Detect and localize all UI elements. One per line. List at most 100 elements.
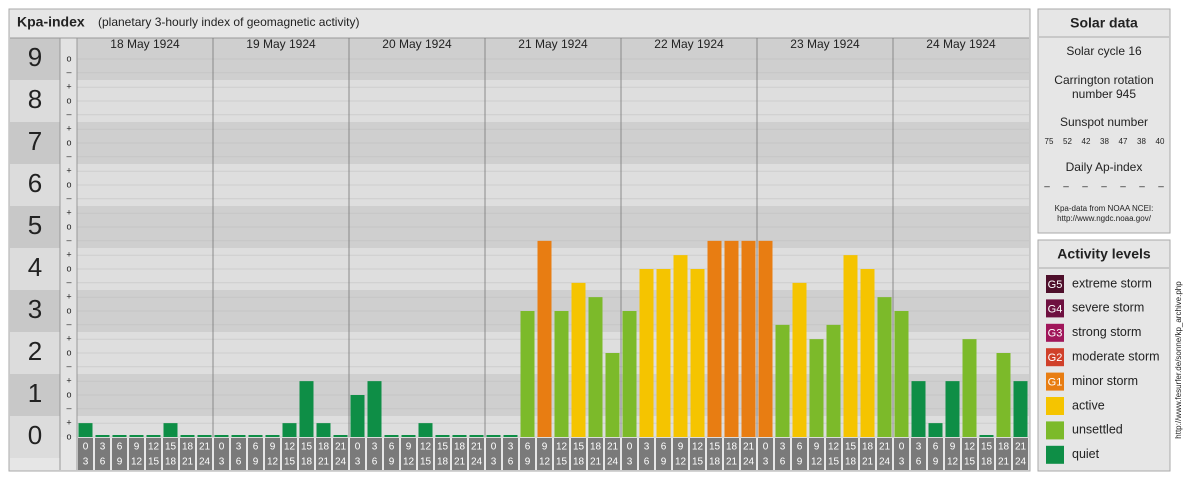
y-tick-label: 9 xyxy=(28,42,42,72)
hour-label: 18 xyxy=(318,442,330,453)
hour-box xyxy=(996,438,1011,470)
hour-label: 3 xyxy=(644,442,650,453)
hour-label: 15 xyxy=(437,442,449,453)
legend-swatch xyxy=(1046,397,1064,415)
legend-swatch xyxy=(1046,275,1064,293)
hour-label: 21 xyxy=(607,442,619,453)
minor-tick-label: o xyxy=(66,431,71,441)
minor-tick-label: – xyxy=(66,67,71,77)
bar xyxy=(384,435,399,437)
hour-label: 9 xyxy=(389,457,395,468)
hour-box xyxy=(95,438,110,470)
carrington: Carrington rotation xyxy=(1054,73,1153,87)
hour-label: 9 xyxy=(406,442,412,453)
hour-label: 15 xyxy=(301,442,313,453)
hour-box xyxy=(826,438,841,470)
minor-tick-label: + xyxy=(66,418,71,428)
hour-label: 6 xyxy=(644,457,650,468)
hour-label: 9 xyxy=(270,442,276,453)
bar xyxy=(690,269,705,437)
hour-label: 9 xyxy=(253,457,259,468)
y-tick-label: 7 xyxy=(28,126,42,156)
hour-label: 6 xyxy=(916,457,922,468)
hour-box xyxy=(945,438,960,470)
hour-box xyxy=(146,438,161,470)
hour-label: 9 xyxy=(542,442,548,453)
hour-box xyxy=(775,438,790,470)
hour-box xyxy=(197,438,212,470)
hour-box xyxy=(639,438,654,470)
hour-label: 0 xyxy=(899,442,905,453)
ap-value: – xyxy=(1063,182,1069,193)
hour-box xyxy=(843,438,858,470)
bar xyxy=(503,435,518,437)
minor-tick-label: + xyxy=(66,208,71,218)
legend-badge: G5 xyxy=(1048,279,1063,291)
minor-band xyxy=(60,164,77,206)
legend-swatch xyxy=(1046,421,1064,440)
label-band xyxy=(10,206,60,248)
hour-box xyxy=(180,438,195,470)
bar xyxy=(95,435,110,437)
minor-tick-label: o xyxy=(66,179,71,189)
label-band xyxy=(10,290,60,332)
bar xyxy=(299,381,314,437)
label-band xyxy=(10,374,60,416)
bar xyxy=(758,240,773,437)
hour-label: 24 xyxy=(743,457,755,468)
bar xyxy=(792,282,807,437)
bar xyxy=(928,423,943,437)
hour-label: 21 xyxy=(335,442,347,453)
bar xyxy=(537,240,552,437)
minor-tick-label: – xyxy=(66,403,71,413)
hour-box xyxy=(928,438,943,470)
bar xyxy=(605,353,620,437)
hour-label: 21 xyxy=(862,457,874,468)
minor-band xyxy=(60,374,77,416)
sunspot-value: 75 xyxy=(1045,137,1054,146)
bar xyxy=(401,435,416,437)
hour-label: 0 xyxy=(763,442,769,453)
hour-label: 12 xyxy=(947,457,959,468)
minor-tick-label: o xyxy=(66,263,71,273)
bar xyxy=(197,435,212,437)
day-label: 23 May 1924 xyxy=(790,37,860,51)
hour-box xyxy=(214,438,229,470)
hour-label: 18 xyxy=(301,457,313,468)
hour-box xyxy=(1013,438,1028,470)
minor-tick-label: o xyxy=(66,305,71,315)
hour-label: 3 xyxy=(627,457,633,468)
bar xyxy=(248,435,263,437)
bar xyxy=(724,240,739,437)
hour-box xyxy=(962,438,977,470)
bar xyxy=(146,435,161,437)
hour-box xyxy=(792,438,807,470)
hour-label: 18 xyxy=(981,457,993,468)
minor-tick-label: – xyxy=(66,319,71,329)
ap-value: – xyxy=(1139,182,1145,193)
hour-label: 15 xyxy=(284,457,296,468)
bar xyxy=(571,282,586,437)
bar xyxy=(554,311,569,437)
hour-label: 24 xyxy=(335,457,347,468)
y-tick-label: 6 xyxy=(28,168,42,198)
hour-box xyxy=(282,438,297,470)
hour-label: 6 xyxy=(100,457,106,468)
bar xyxy=(282,423,297,437)
minor-tick-label: + xyxy=(66,376,71,386)
hour-label: 3 xyxy=(899,457,905,468)
minor-tick-label: + xyxy=(66,124,71,134)
hour-label: 3 xyxy=(355,457,361,468)
minor-band xyxy=(60,248,77,290)
bar xyxy=(775,324,790,437)
minor-tick-label: o xyxy=(66,221,71,231)
hour-label: 3 xyxy=(236,442,242,453)
bar xyxy=(316,423,331,437)
hour-label: 12 xyxy=(539,457,551,468)
y-tick-label: 0 xyxy=(28,420,42,450)
legend-swatch xyxy=(1046,348,1064,367)
hour-box xyxy=(486,438,501,470)
hour-label: 6 xyxy=(389,442,395,453)
minor-tick-label: o xyxy=(66,95,71,105)
hour-box xyxy=(571,438,586,470)
